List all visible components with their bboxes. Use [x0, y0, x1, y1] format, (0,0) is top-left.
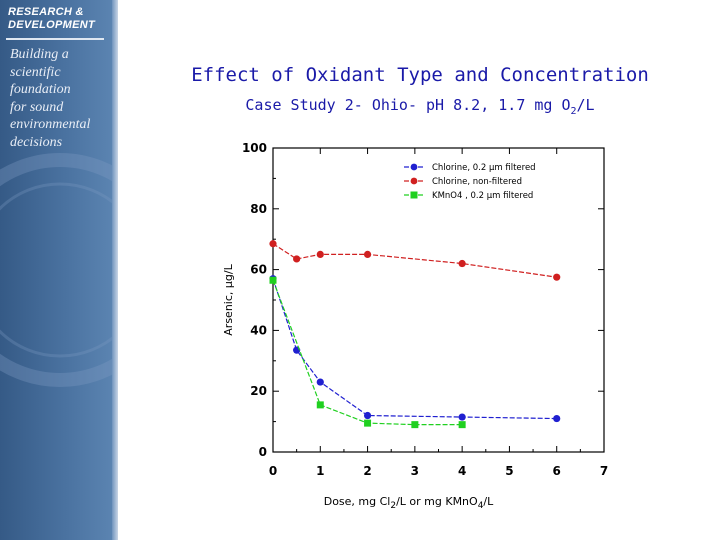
- data-point: [458, 259, 466, 268]
- x-tick-label: 7: [600, 464, 608, 478]
- data-point: [363, 411, 372, 420]
- x-tick-label: 3: [411, 464, 419, 478]
- sidebar-edge: [112, 0, 118, 540]
- tagline-line: environmental: [10, 117, 91, 132]
- y-tick-label: 0: [259, 445, 267, 459]
- data-point: [458, 413, 466, 421]
- data-point: [316, 378, 324, 386]
- legend-label: Chlorine, non-filtered: [432, 177, 522, 187]
- data-point: [411, 421, 419, 429]
- heading-line-1: RESEARCH &: [8, 6, 84, 18]
- slide-subtitle: Case Study 2- Ohio- pH 8.2, 1.7 mg O2/L: [150, 96, 690, 117]
- y-tick-label: 100: [242, 141, 267, 155]
- x-axis-label-part: 4: [478, 501, 484, 511]
- x-axis-label-part: Dose, mg Cl: [324, 495, 391, 508]
- x-tick-label: 1: [316, 464, 324, 478]
- tagline-line: foundation: [10, 82, 71, 97]
- data-point: [293, 255, 301, 263]
- x-tick-label: 2: [363, 464, 371, 478]
- tagline-line: Building a: [10, 47, 69, 62]
- series-line: [272, 278, 557, 420]
- tagline-line: scientific: [10, 64, 61, 80]
- x-axis-label-part: /L or mg KMnO: [396, 495, 478, 508]
- legend-marker: [410, 177, 418, 185]
- slide-title: Effect of Oxidant Type and Concentration: [191, 64, 649, 86]
- subtitle-subscript: 2: [570, 106, 577, 117]
- series-line: [272, 280, 463, 426]
- x-tick-label: 4: [458, 464, 466, 478]
- legend-label: Chlorine, 0.2 µm filtered: [432, 163, 536, 173]
- y-axis-label: Arsenic, µg/L: [222, 263, 235, 335]
- data-point: [316, 250, 324, 258]
- data-point: [363, 250, 372, 258]
- legend-marker: [410, 191, 418, 199]
- legend-label: KMnO4 , 0.2 µm filtered: [432, 191, 533, 201]
- data-point: [553, 273, 561, 281]
- data-point: [458, 421, 466, 429]
- data-point: [364, 419, 372, 427]
- research-development-heading: RESEARCH & DEVELOPMENT: [8, 6, 108, 32]
- x-axis-label-part: 2: [390, 501, 396, 511]
- legend-marker: [410, 163, 418, 171]
- agency-seal-watermark: [0, 153, 118, 387]
- data-point: [269, 240, 277, 248]
- y-tick-label: 80: [250, 202, 267, 216]
- heading-line-2: DEVELOPMENT: [8, 19, 96, 31]
- x-tick-label: 5: [505, 464, 513, 478]
- x-tick-label: 6: [553, 464, 561, 478]
- data-point: [553, 414, 561, 423]
- x-axis-label: Dose, mg Cl2/L or mg KMnO4/L: [324, 495, 494, 511]
- series-line: [272, 243, 557, 278]
- tagline-line: for sound: [10, 99, 64, 115]
- y-tick-label: 20: [250, 384, 267, 398]
- x-axis-label-part: /L: [483, 495, 494, 508]
- subtitle-end: /L: [576, 96, 595, 114]
- data-point: [269, 276, 277, 284]
- data-point: [316, 401, 324, 409]
- subtitle-main: Case Study 2- Ohio- pH 8.2, 1.7 mg O: [245, 96, 571, 114]
- heading-divider: [6, 38, 104, 40]
- tagline: Building a scientific foundation for sou…: [10, 46, 110, 151]
- tagline-line: decisions: [10, 134, 63, 150]
- y-tick-label: 40: [250, 323, 267, 337]
- y-tick-label: 60: [250, 263, 267, 277]
- x-tick-label: 0: [269, 464, 277, 478]
- sidebar-banner: RESEARCH & DEVELOPMENT Building a scient…: [0, 0, 118, 540]
